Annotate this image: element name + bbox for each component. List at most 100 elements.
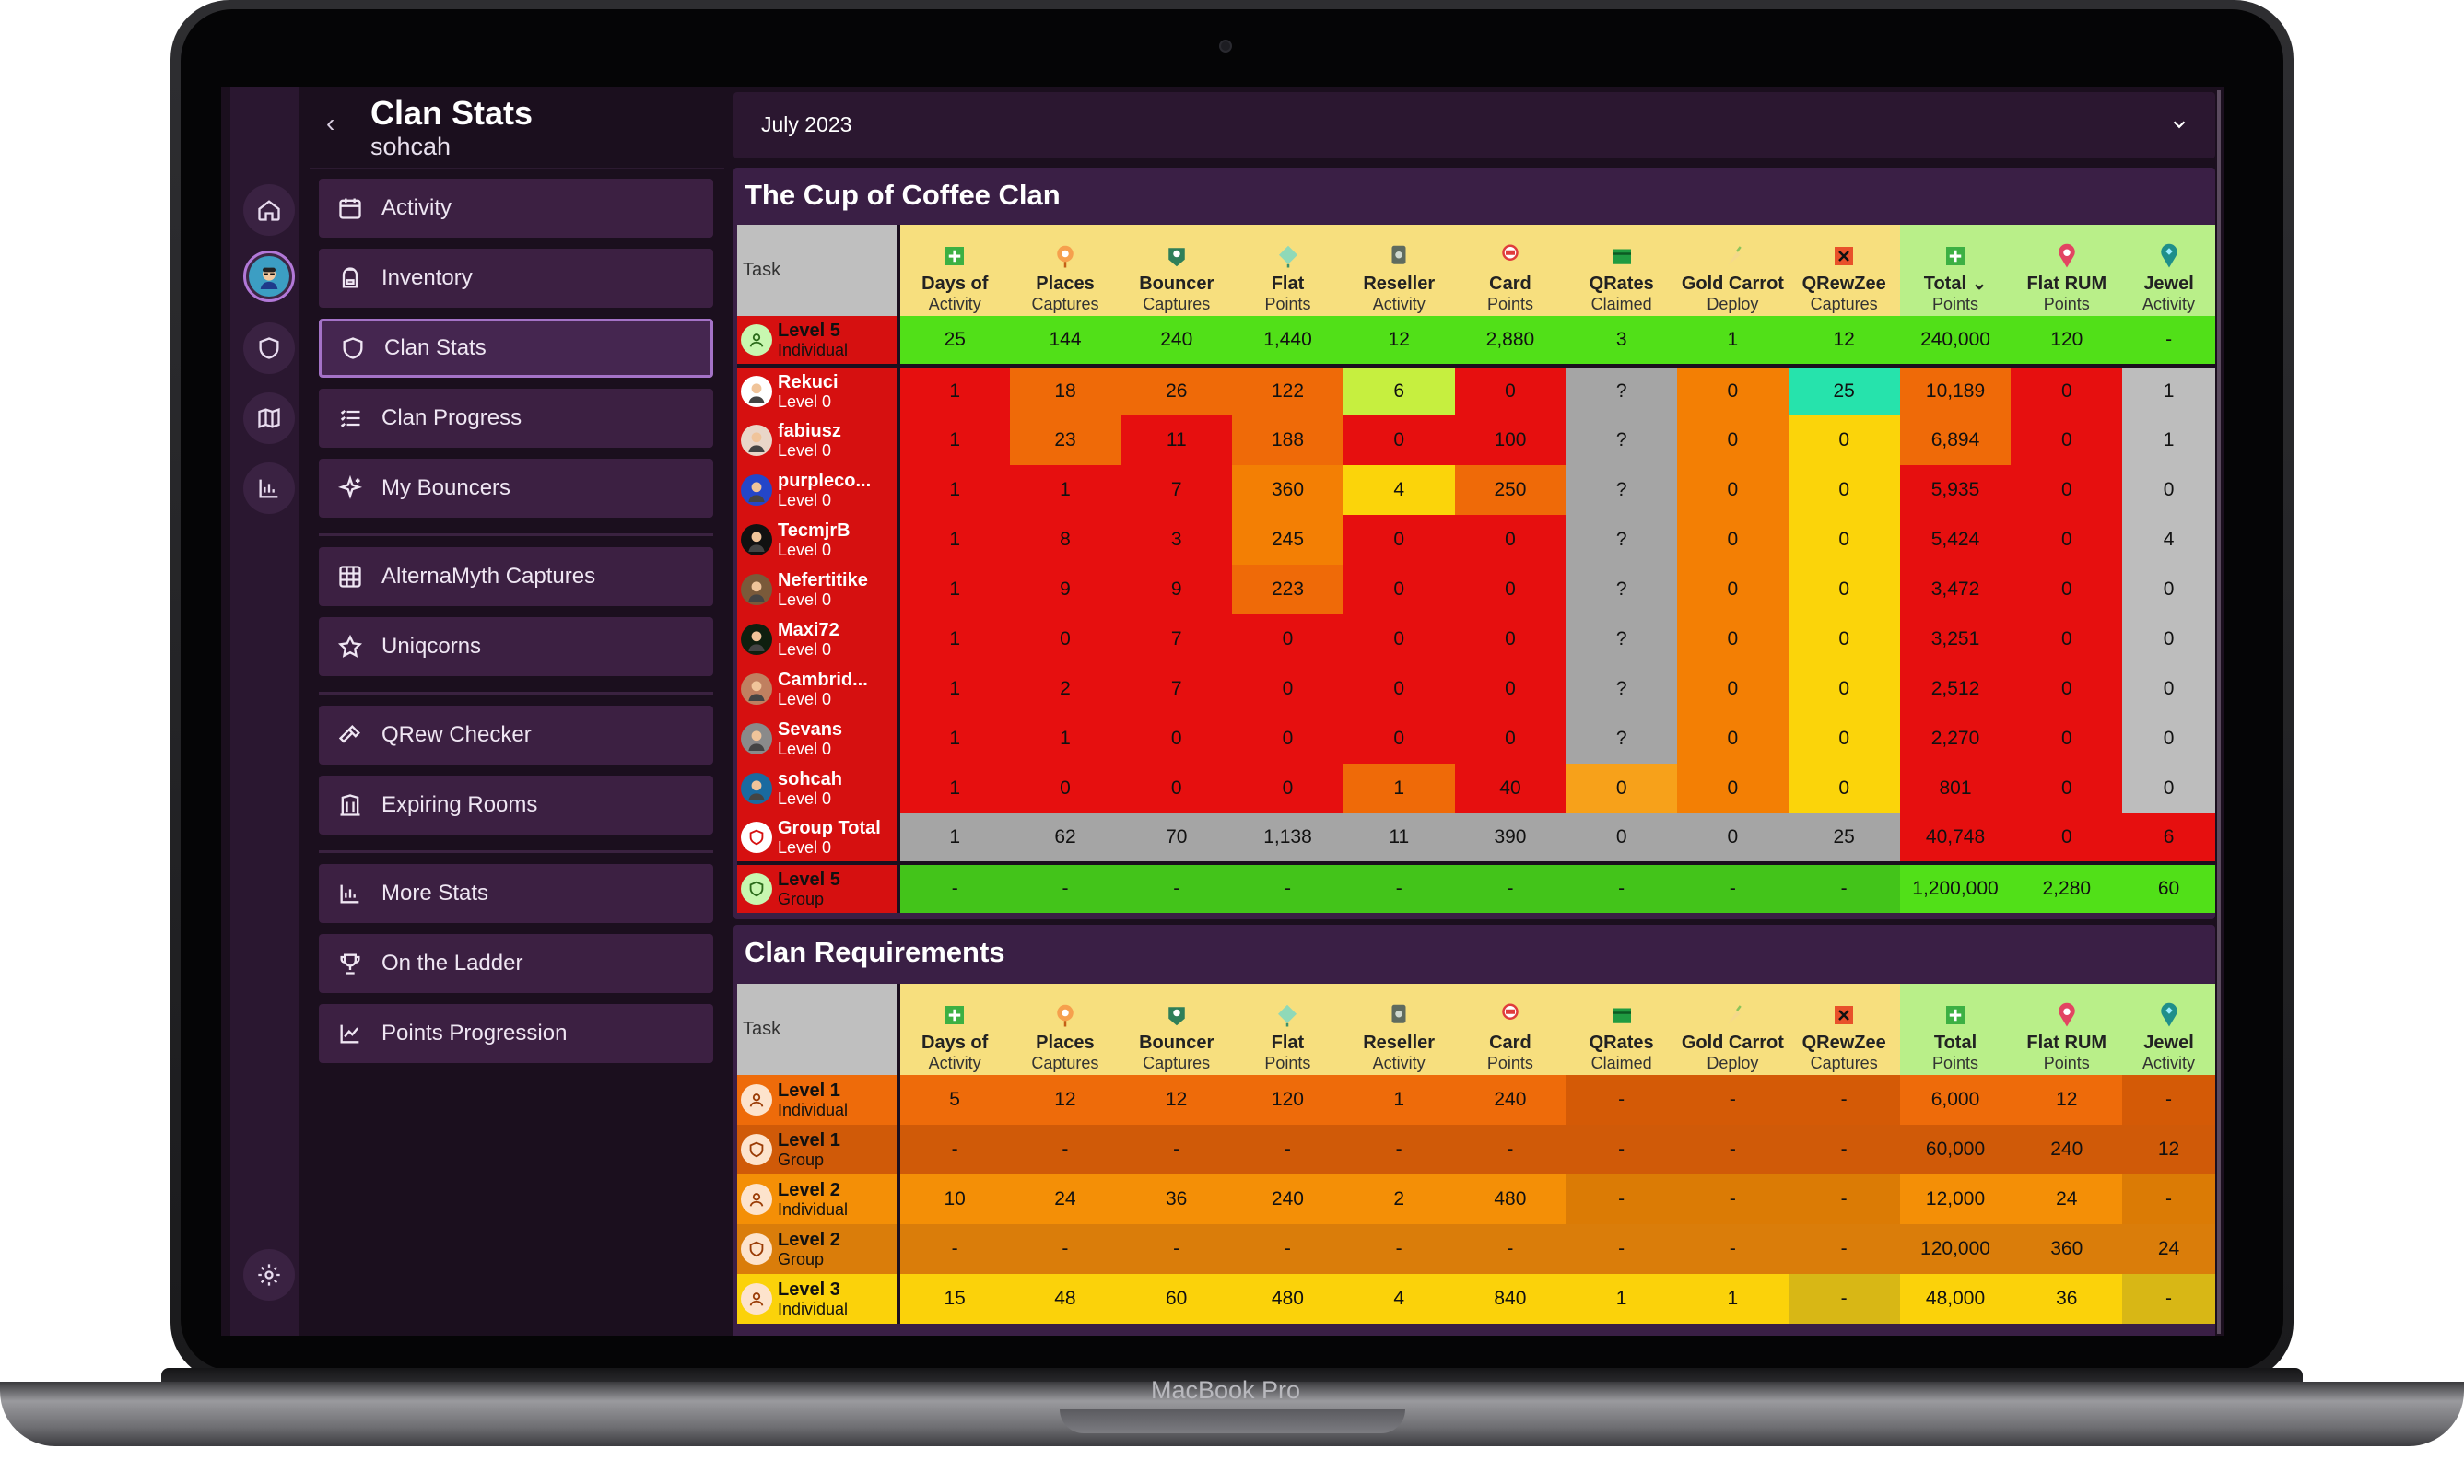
table-cell: 25 xyxy=(898,316,1010,366)
table-cell: 0 xyxy=(1788,565,1900,614)
sidebar-item-uniqcorns[interactable]: Uniqcorns xyxy=(319,617,713,676)
row-label[interactable]: Level 1 Group xyxy=(737,1125,900,1174)
bar-chart-icon[interactable] xyxy=(243,462,295,514)
column-header-days-of-activity[interactable]: Days of Activity xyxy=(898,225,1010,316)
table-cell: 0 xyxy=(1677,415,1789,465)
column-header-gold-carrot-deploy[interactable]: Gold Carrot Deploy xyxy=(1677,984,1789,1075)
sidebar-item-more-stats[interactable]: More Stats xyxy=(319,864,713,923)
table-cell: ? xyxy=(1566,565,1678,614)
row-sub: Group xyxy=(778,1151,825,1169)
avatar xyxy=(741,376,772,407)
avatar xyxy=(741,474,772,506)
row-label[interactable]: TecmjrB Level 0 xyxy=(737,515,900,565)
sidebar-item-points-progression[interactable]: Points Progression xyxy=(319,1004,713,1063)
column-header-days-of-activity[interactable]: Days of Activity xyxy=(898,984,1010,1075)
sidebar-item-activity[interactable]: Activity xyxy=(319,179,713,238)
row-label[interactable]: Level 5 Group xyxy=(737,863,900,913)
home-icon[interactable] xyxy=(243,184,295,236)
table-cell: - xyxy=(1677,863,1789,913)
column-header-flat-rum-points[interactable]: Flat RUM Points xyxy=(2011,225,2123,316)
table-cell: - xyxy=(1343,1224,1455,1274)
table-cell: 1 xyxy=(898,714,1010,764)
sidebar-item-clan-progress[interactable]: Clan Progress xyxy=(319,389,713,448)
table-cell: 0 xyxy=(1009,764,1121,813)
column-header-flat-points[interactable]: Flat Points xyxy=(1232,225,1343,316)
column-header-flat-rum-points[interactable]: Flat RUM Points xyxy=(2011,984,2123,1075)
row-label[interactable]: fabiusz Level 0 xyxy=(737,415,900,465)
sidebar-item-clan-stats[interactable]: Clan Stats xyxy=(319,319,713,378)
column-header-flat-points[interactable]: Flat Points xyxy=(1232,984,1343,1075)
sidebar-item-label: AlternaMyth Captures xyxy=(381,564,596,589)
column-header-qrewzee-captures[interactable]: QRewZee Captures xyxy=(1788,225,1900,316)
table-cell: 26 xyxy=(1121,366,1233,415)
row-label[interactable]: Group Total Level 0 xyxy=(737,813,900,863)
table-row-member: Cambrid... Level 0 1 2 7 0 0 0? 0 0 2,512 0 0 xyxy=(737,664,2215,714)
gear-icon[interactable] xyxy=(243,1249,295,1301)
table-cell: - xyxy=(2122,1075,2215,1125)
column-header-reseller-activity[interactable]: Reseller Activity xyxy=(1343,225,1455,316)
table-cell: - xyxy=(1121,1224,1233,1274)
column-header-bouncer-captures[interactable]: Bouncer Captures xyxy=(1121,984,1233,1075)
table-cell: 240 xyxy=(1232,1174,1343,1224)
column-header-qrewzee-captures[interactable]: QRewZee Captures xyxy=(1788,984,1900,1075)
sidebar-item-qrew-checker[interactable]: QRew Checker xyxy=(319,706,713,765)
column-header-total-points[interactable]: Total Points xyxy=(1899,984,2012,1075)
avatar xyxy=(741,425,772,456)
table-cell: 0 xyxy=(1677,813,1789,863)
sidebar-item-expiring-rooms[interactable]: Expiring Rooms xyxy=(319,776,713,835)
sidebar-item-alternamyth-captures[interactable]: AlternaMyth Captures xyxy=(319,547,713,606)
shield-icon[interactable] xyxy=(243,322,295,374)
row-label[interactable]: Level 2 Individual xyxy=(737,1174,900,1224)
table-row-member: Sevans Level 0 1 1 0 0 0 0? 0 0 2,270 0 0 xyxy=(737,714,2215,764)
row-label[interactable]: Level 3 Individual xyxy=(737,1274,900,1324)
sidebar-item-my-bouncers[interactable]: My Bouncers xyxy=(319,459,713,518)
column-header-qrates-claimed[interactable]: QRates Claimed xyxy=(1566,984,1678,1075)
table-cell: 1 xyxy=(898,565,1010,614)
row-name: Rekuci xyxy=(778,372,839,392)
app-screen: ‹ Clan Stats sohcah Activity Inventory Cla… xyxy=(221,87,2224,1336)
row-label[interactable]: Sevans Level 0 xyxy=(737,714,900,764)
table-cell: 12 xyxy=(2011,1075,2123,1125)
row-label[interactable]: Cambrid... Level 0 xyxy=(737,664,900,714)
column-header-bouncer-captures[interactable]: Bouncer Captures xyxy=(1121,225,1233,316)
row-label[interactable]: Level 2 Group xyxy=(737,1224,900,1274)
column-header-jewel-activity[interactable]: Jewel Activity xyxy=(2122,225,2215,316)
row-label[interactable]: Level 5 Individual xyxy=(737,316,900,366)
row-label[interactable]: Level 1 Individual xyxy=(737,1075,900,1125)
column-header-card-points[interactable]: Card Points xyxy=(1454,984,1566,1075)
row-label[interactable]: Maxi72 Level 0 xyxy=(737,614,900,664)
column-header-jewel-activity[interactable]: Jewel Activity xyxy=(2122,984,2215,1075)
column-header-reseller-activity[interactable]: Reseller Activity xyxy=(1343,984,1455,1075)
table-cell: 1 xyxy=(2122,415,2215,465)
clan-title: The Cup of Coffee Clan xyxy=(745,179,1061,211)
column-header-total-points[interactable]: Total ⌄ Points xyxy=(1899,225,2012,316)
back-arrow-icon[interactable]: ‹ xyxy=(326,109,335,137)
row-label[interactable]: purpleco... Level 0 xyxy=(737,465,900,515)
table-cell: 25 xyxy=(1788,813,1900,863)
column-header-places-captures[interactable]: Places Captures xyxy=(1009,984,1121,1075)
clan-stats-table: Task Days of Activity Places Captures Bouncer… xyxy=(737,225,2215,913)
chevron-down-icon xyxy=(2169,114,2189,140)
row-label[interactable]: Rekuci Level 0 xyxy=(737,366,900,415)
table-cell: 1 xyxy=(898,366,1010,415)
jewel-icon xyxy=(2160,1002,2177,1027)
sidebar-item-label: Clan Stats xyxy=(384,335,487,360)
table-cell: 60,000 xyxy=(1899,1125,2012,1174)
column-header-card-points[interactable]: Card Points xyxy=(1454,225,1566,316)
map-icon[interactable] xyxy=(243,392,295,444)
row-name: Level 1 xyxy=(778,1130,840,1151)
table-cell: 15 xyxy=(898,1274,1010,1324)
row-label[interactable]: Nefertitike Level 0 xyxy=(737,565,900,614)
month-select[interactable]: July 2023 xyxy=(733,92,2215,158)
table-cell: 12 xyxy=(1343,316,1455,366)
calendar-icon xyxy=(339,198,361,219)
table-cell: - xyxy=(1788,863,1900,913)
row-label[interactable]: sohcah Level 0 xyxy=(737,764,900,813)
scrollbar[interactable] xyxy=(2217,90,2221,1334)
column-header-gold-carrot-deploy[interactable]: Gold Carrot Deploy xyxy=(1677,225,1789,316)
sidebar-item-on-the-ladder[interactable]: On the Ladder xyxy=(319,934,713,993)
column-header-places-captures[interactable]: Places Captures xyxy=(1009,225,1121,316)
user-avatar-button[interactable] xyxy=(243,251,295,302)
column-header-qrates-claimed[interactable]: QRates Claimed xyxy=(1566,225,1678,316)
sidebar-item-inventory[interactable]: Inventory xyxy=(319,249,713,308)
